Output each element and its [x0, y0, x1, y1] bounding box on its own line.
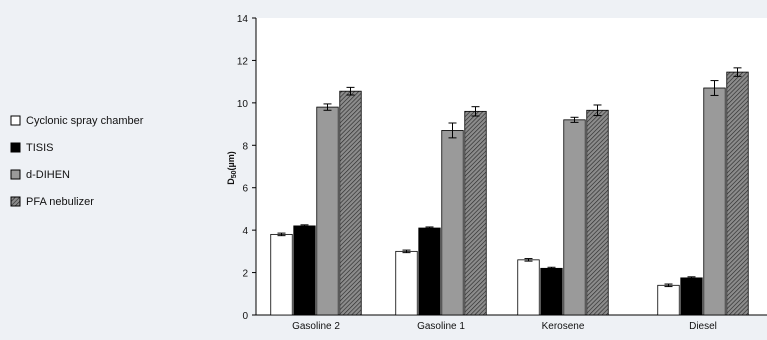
- x-tick-label: Diesel: [689, 321, 717, 332]
- x-tick-label: Gasoline 1: [417, 321, 465, 332]
- bar: [563, 119, 586, 316]
- bar: [657, 284, 680, 316]
- bar: [517, 259, 540, 316]
- bar: [726, 71, 749, 316]
- y-tick-label: 6: [242, 184, 248, 195]
- legend-swatch: [10, 142, 21, 153]
- legend-label: d-DIHEN: [26, 169, 70, 181]
- bar: [418, 227, 441, 316]
- bar: [339, 90, 362, 316]
- y-tick-label: 0: [242, 311, 248, 322]
- legend-swatch: [10, 169, 21, 180]
- legend-swatch: [10, 196, 21, 207]
- bar: [540, 267, 563, 316]
- x-tick-label: Gasoline 2: [292, 321, 340, 332]
- y-tick-label: 12: [237, 56, 249, 67]
- bar: [680, 277, 703, 316]
- y-axis-label-main: D: [226, 178, 236, 185]
- bar: [703, 87, 726, 316]
- y-tick-label: 10: [237, 99, 249, 110]
- bar: [316, 106, 339, 316]
- y-tick-label: 2: [242, 269, 248, 280]
- y-tick-label: 8: [242, 141, 248, 152]
- bar: [441, 130, 464, 316]
- y-tick-label: 14: [237, 14, 249, 25]
- bar: [270, 233, 293, 316]
- legend: Cyclonic spray chamber TISIS d-DIHEN PFA ne…: [10, 115, 144, 208]
- bar: [586, 109, 609, 316]
- y-axis-label-subscript: 50: [231, 170, 238, 178]
- bar: [293, 225, 316, 316]
- y-axis-label-unit: (µm): [226, 151, 236, 170]
- plot-area: 0 2 4 6 8 10 12 14 Gasoline 2 Gasoline 1 Kerosene D…: [237, 14, 767, 332]
- legend-swatch: [10, 115, 21, 126]
- y-axis-label: D50(µm): [226, 151, 238, 184]
- y-tick-label: 4: [242, 226, 248, 237]
- legend-label: TISIS: [26, 142, 54, 154]
- x-tick-label: Kerosene: [542, 321, 585, 332]
- bar: [395, 250, 418, 316]
- legend-label: PFA nebulizer: [26, 196, 94, 208]
- legend-label: Cyclonic spray chamber: [26, 115, 144, 127]
- bar: [464, 110, 487, 316]
